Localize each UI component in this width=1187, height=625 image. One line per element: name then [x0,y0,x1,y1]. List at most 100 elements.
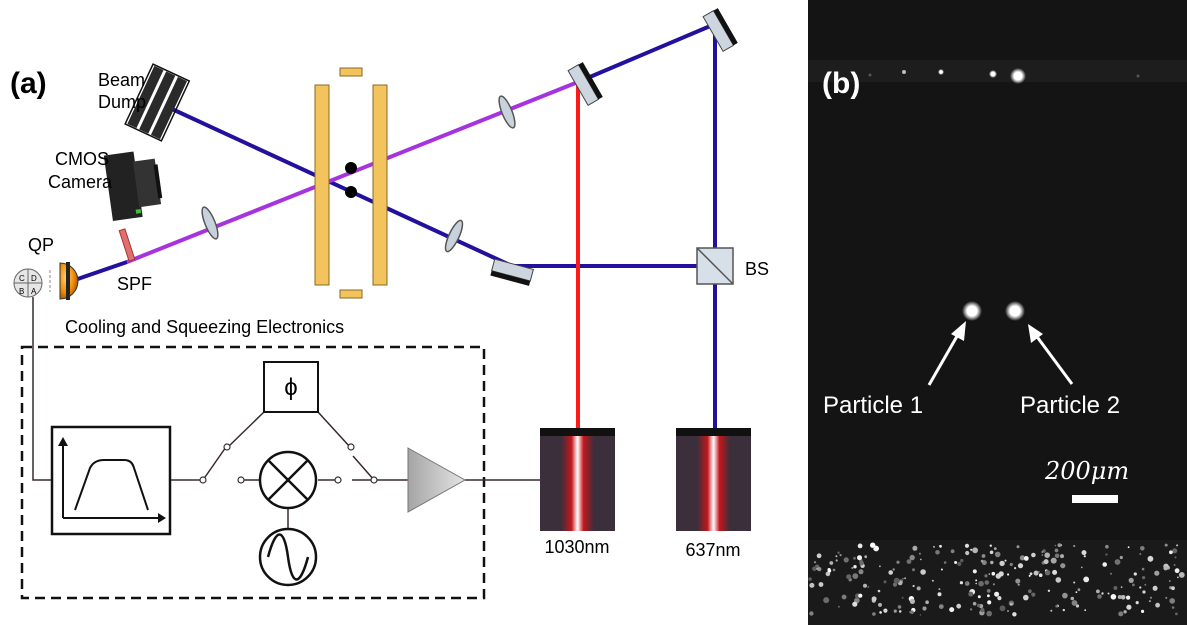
scatter-speckle [852,601,858,607]
scatter-speckle [1140,546,1145,551]
particle-upper [345,162,357,174]
scatter-speckle [839,554,842,557]
scatter-speckle [1148,600,1151,603]
beam-dump [124,63,191,142]
scatter-speckle [1057,543,1062,548]
scatter-speckle [837,605,840,608]
particle-1-label: Particle 1 [823,392,923,419]
scatter-speckle [965,550,970,556]
particle-lower [345,186,357,198]
scatter-speckle [965,581,968,585]
scatter-speckle [972,569,977,574]
scatter-speckle [1105,553,1108,556]
scatter-speckle [1110,594,1117,600]
scatter-speckle [1015,578,1021,584]
scatter-speckle [938,588,941,591]
laser-1030-label: 1030nm [544,537,609,557]
scatter-speckle [1070,596,1075,601]
scatter-speckle [1127,546,1130,549]
scatter-speckle [1144,583,1147,586]
scatter-speckle [1009,562,1013,567]
lens-lower-middle [444,219,464,253]
scatter-speckle [1101,592,1104,595]
scatter-speckle [972,547,978,554]
scatter-speckle [909,554,915,561]
scatter-speckle [1037,570,1040,573]
particle-2-label: Particle 2 [1020,392,1120,419]
scatter-speckle [1060,563,1066,569]
lens-left [201,206,219,240]
scatter-speckle [1062,608,1066,612]
scatter-speckle [1096,589,1100,594]
scatter-speckle [1023,556,1029,561]
phase-shifter [263,361,319,413]
scatter-speckle [1169,598,1175,604]
scatter-speckle [846,574,852,580]
spf-filter [118,228,136,262]
scatter-speckle [1149,596,1153,599]
scatter-speckle [925,600,929,604]
scatter-speckle [1177,576,1179,579]
scatter-speckle [994,591,1000,597]
scatter-speckle [1075,591,1078,594]
scatter-speckle [994,551,1001,558]
scatter-speckle [877,589,881,593]
switch-contacts [199,443,378,484]
scatter-speckle [1081,550,1087,556]
scatter-speckle [1083,555,1086,558]
scatter-speckle [1133,572,1137,576]
lens-upper-right [498,95,516,129]
electrode-right [372,84,388,286]
quadrant-photodiode [13,262,79,300]
scatter-speckle [1028,574,1031,577]
scatter-speckle [1038,573,1043,577]
scatter-speckle [816,567,819,570]
scatter-speckle [1075,604,1080,608]
scatter-speckle [976,603,981,608]
scatter-speckle [1175,612,1178,616]
scatter-speckle [969,608,973,611]
scatter-speckle [816,553,822,559]
scatter-speckle [893,609,897,613]
mixer-icon [258,450,318,510]
scatter-speckle [817,567,822,572]
scatter-speckle [864,555,868,559]
scatter-speckle [940,568,943,571]
scatter-speckle [1031,552,1036,558]
scatter-speckle [919,614,922,616]
scatter-speckle [1119,555,1123,560]
scatter-speckle [835,555,838,558]
scatter-speckle [879,611,882,614]
scatter-speckle [857,543,863,549]
scatter-speckle [1007,610,1009,612]
scatter-speckle [878,602,882,607]
scatter-speckle [853,565,857,569]
scatter-speckle [931,579,934,582]
scatter-speckle [912,584,915,588]
scatter-speckle [1120,586,1123,588]
mirror-top-right [702,8,738,53]
scatter-speckle [956,603,962,609]
scatter-speckle [988,573,991,575]
scatter-speckle [1050,609,1053,612]
qp-quadrant-b: B [19,287,24,296]
scatter-speckle [883,580,887,584]
beam-dump-label-2: Dump [98,92,146,112]
scatter-speckle [943,561,947,564]
scatter-speckle [1154,570,1160,576]
scatter-speckle [906,559,912,564]
scatter-speckle [1164,543,1168,547]
scatter-speckle [986,610,992,617]
cmos-camera-label-1: CMOS [55,149,109,169]
scatter-speckle [863,583,867,588]
scatter-speckle [1029,572,1033,576]
scatter-speckle [1169,550,1173,555]
scatter-speckle [892,568,895,571]
scatter-speckle [1080,566,1083,569]
cmos-camera [103,151,163,222]
mirror-dichroic [567,62,603,107]
scatter-speckle [935,550,940,555]
scatter-speckle [883,608,888,613]
scatter-speckle [841,594,847,600]
